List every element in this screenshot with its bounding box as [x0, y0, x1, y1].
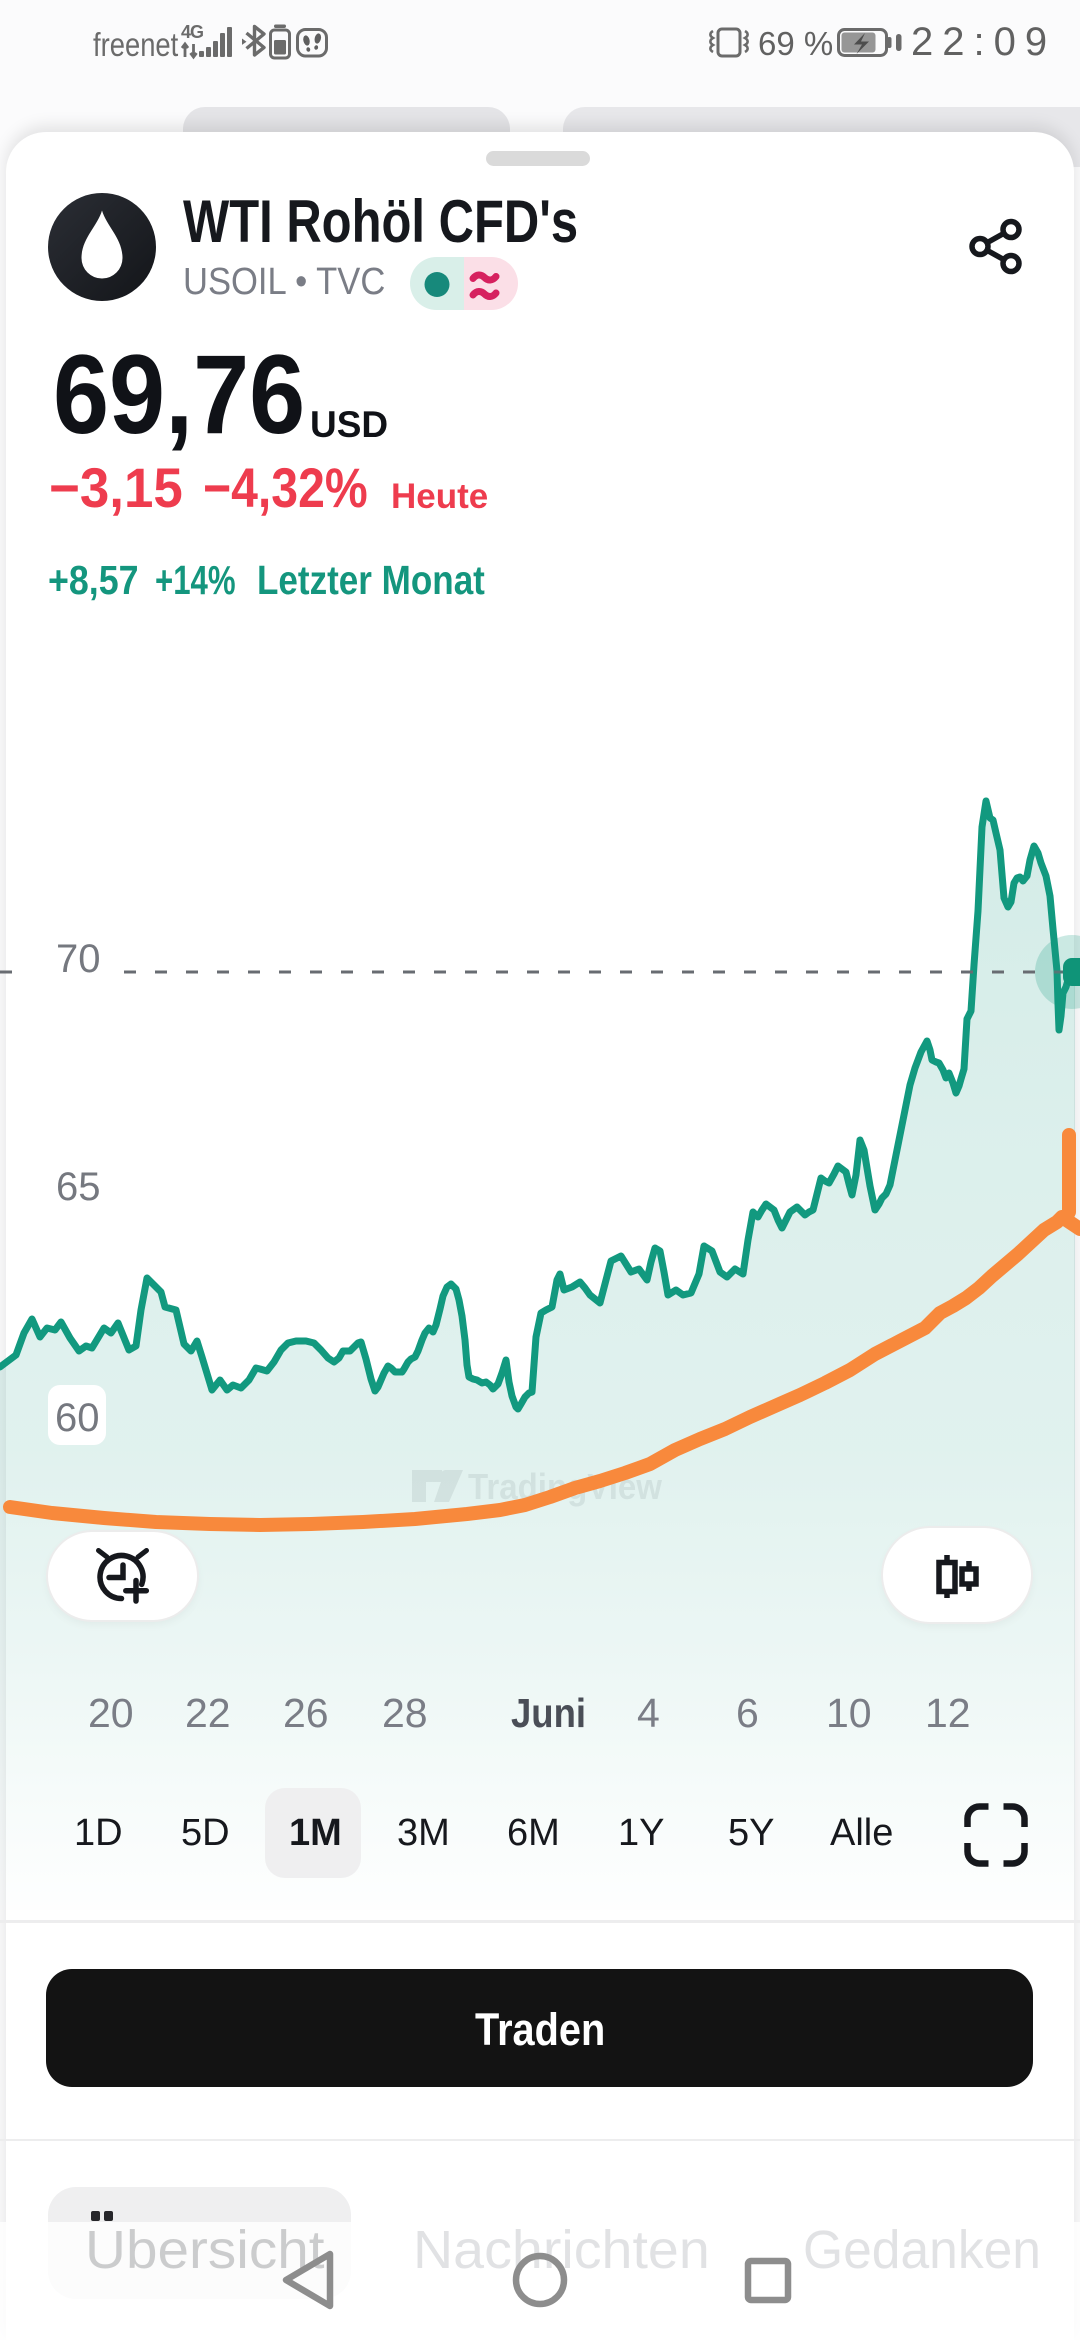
svg-text:4G: 4G — [181, 22, 203, 42]
svg-text:60: 60 — [55, 1396, 100, 1440]
svg-text:70: 70 — [56, 937, 101, 981]
svg-text:65: 65 — [56, 1165, 101, 1209]
